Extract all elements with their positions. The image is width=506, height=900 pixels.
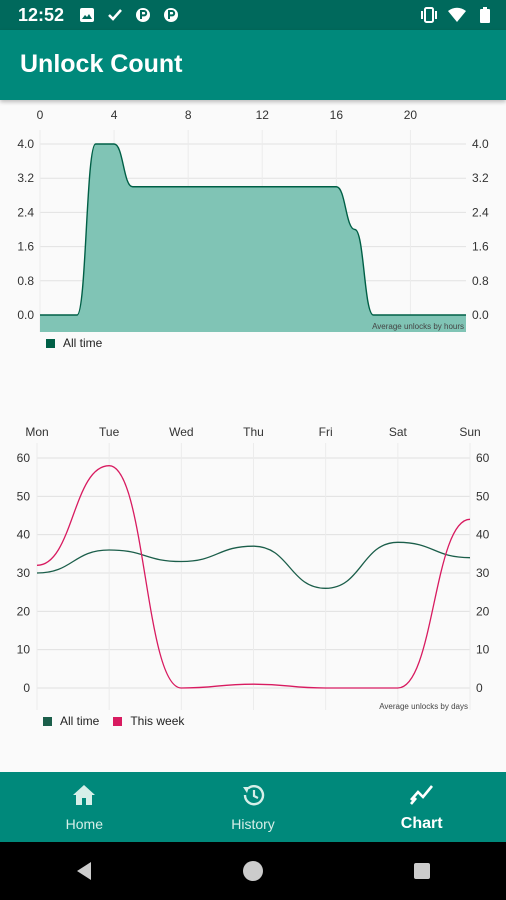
y-tick-label-right: 4.0 — [472, 137, 489, 151]
y-tick-label-right: 0.0 — [472, 308, 489, 322]
y-tick-label-left: 0.8 — [17, 274, 34, 288]
series-line-all-time — [40, 143, 466, 316]
system-navigation-bar — [0, 842, 506, 900]
daily-chart-description: Average unlocks by days — [379, 702, 468, 711]
image-notification-icon — [78, 6, 96, 24]
x-tick-label: Mon — [25, 425, 48, 439]
y-tick-label-left: 4.0 — [17, 137, 34, 151]
x-tick-label: 0 — [37, 108, 44, 122]
hourly-chart: 0.0 0.0 0.8 0.8 1.6 1.6 2.4 2.4 3.2 3.2 4.0 4.0 0 4 8 1… — [0, 100, 506, 370]
series-line-this-week — [36, 465, 471, 689]
daily-chart: 0 0 10 10 20 20 30 30 40 40 50 50 60 60 Mon Tue Wed Thu Fr… — [0, 415, 506, 735]
y-tick-label-right: 2.4 — [472, 205, 489, 219]
daily-chart-svg: 0 0 10 10 20 20 30 30 40 40 50 50 60 60 Mon Tue Wed Thu Fr… — [17, 425, 490, 711]
nav-history-label: History — [231, 815, 275, 832]
nav-chart-label: Chart — [400, 814, 443, 832]
legend-label-all-time: All time — [60, 714, 100, 728]
recents-icon[interactable] — [402, 851, 442, 891]
y-tick-label-left: 3.2 — [17, 171, 34, 185]
x-tick-label: Fri — [319, 425, 333, 439]
y-tick-label-left: 2.4 — [17, 205, 34, 219]
legend-label-this-week: This week — [130, 714, 185, 728]
y-tick-label-left: 30 — [17, 566, 31, 580]
bottom-navigation: Home History Chart — [0, 772, 506, 842]
x-tick-label: 4 — [111, 108, 118, 122]
nav-chart[interactable]: Chart — [337, 772, 506, 842]
nav-home[interactable]: Home — [0, 772, 169, 842]
y-tick-label-left: 0.0 — [17, 308, 34, 322]
check-notification-icon — [106, 6, 124, 24]
home-circle-icon[interactable] — [233, 851, 273, 891]
x-tick-label: Wed — [169, 425, 193, 439]
daily-chart-legend: All time This week — [43, 714, 184, 728]
y-tick-label-left: 60 — [17, 451, 31, 465]
home-icon — [71, 783, 97, 812]
y-tick-label-right: 50 — [476, 489, 490, 503]
chart-icon — [409, 782, 435, 811]
y-tick-label-left: 1.6 — [17, 240, 34, 254]
legend-label-all-time: All time — [63, 336, 103, 350]
app-bar: Unlock Count — [0, 30, 506, 100]
y-tick-label-left: 50 — [17, 489, 31, 503]
hourly-chart-legend: All time — [46, 336, 102, 350]
hourly-chart-description: Average unlocks by hours — [372, 322, 464, 331]
y-tick-label-right: 40 — [476, 528, 490, 542]
p-notification-icon — [162, 6, 180, 24]
back-icon[interactable] — [64, 851, 104, 891]
x-tick-label: 8 — [185, 108, 192, 122]
x-tick-label: 12 — [256, 108, 270, 122]
wifi-icon — [448, 6, 466, 24]
y-tick-label-left: 40 — [17, 528, 31, 542]
y-tick-label-right: 10 — [476, 643, 490, 657]
nav-history[interactable]: History — [169, 772, 338, 842]
x-tick-label: 16 — [330, 108, 344, 122]
x-tick-label: Sun — [459, 425, 480, 439]
x-tick-label: Sat — [389, 425, 408, 439]
y-tick-label-right: 3.2 — [472, 171, 489, 185]
p-notification-icon — [134, 6, 152, 24]
status-bar: 12:52 — [0, 0, 506, 30]
y-tick-label-right: 1.6 — [472, 240, 489, 254]
vibrate-icon — [420, 6, 438, 24]
y-tick-label-left: 0 — [23, 681, 30, 695]
history-icon — [240, 783, 266, 812]
x-tick-label: Tue — [99, 425, 120, 439]
nav-home-label: Home — [65, 815, 104, 832]
battery-icon — [476, 6, 494, 24]
status-time: 12:52 — [18, 5, 65, 25]
legend-swatch-all-time — [46, 338, 55, 348]
legend-swatch-this-week — [113, 716, 123, 726]
area-fill-all-time — [40, 144, 466, 332]
x-tick-label: Thu — [243, 425, 264, 439]
x-tick-label: 20 — [404, 108, 418, 122]
series-line-all-time — [36, 541, 471, 589]
legend-swatch-all-time — [43, 716, 52, 726]
y-tick-label-right: 30 — [476, 566, 490, 580]
y-tick-label-right: 0 — [476, 681, 483, 695]
y-tick-label-left: 20 — [17, 604, 31, 618]
y-tick-label-right: 60 — [476, 451, 490, 465]
y-tick-label-right: 0.8 — [472, 274, 489, 288]
page-title: Unlock Count — [20, 50, 183, 78]
y-tick-label-right: 20 — [476, 604, 490, 618]
hourly-chart-svg: 0.0 0.0 0.8 0.8 1.6 1.6 2.4 2.4 3.2 3.2 4.0 4.0 0 4 8 1… — [17, 108, 489, 332]
y-tick-label-left: 10 — [17, 643, 31, 657]
